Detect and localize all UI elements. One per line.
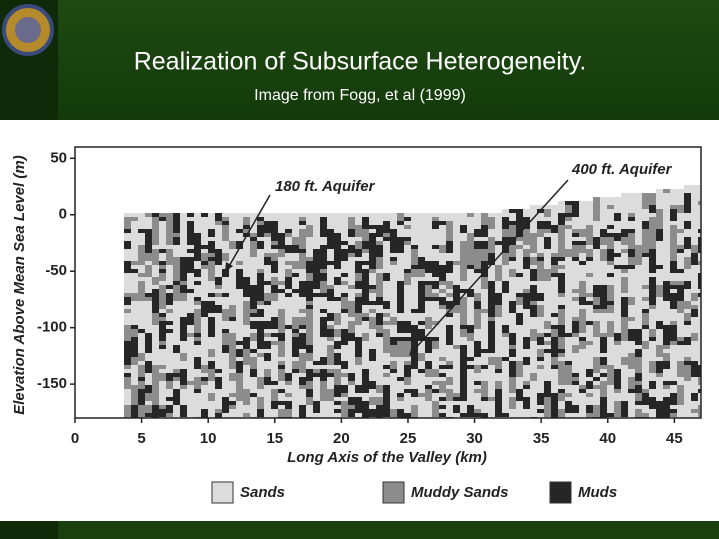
- y-tick-label: -150: [37, 375, 67, 392]
- slide-subtitle: Image from Fogg, et al (1999): [254, 87, 466, 104]
- y-tick-label: 50: [50, 149, 67, 166]
- footer-strip: [0, 521, 58, 539]
- y-axis-label: Elevation Above Mean Sea Level (m): [11, 155, 28, 415]
- x-tick-label: 45: [666, 430, 683, 447]
- y-tick-label: -100: [37, 319, 67, 336]
- x-tick-label: 20: [333, 430, 350, 447]
- annotation: 400 ft. Aquifer: [571, 161, 673, 178]
- x-axis-label: Long Axis of the Valley (km): [287, 449, 487, 466]
- footer-band: [0, 521, 719, 539]
- x-tick-label: 25: [400, 430, 417, 447]
- logo-center: [15, 17, 41, 43]
- annotation: 180 ft. Aquifer: [275, 178, 376, 195]
- y-tick-label: 0: [59, 206, 67, 223]
- x-tick-label: 15: [266, 430, 283, 447]
- legend-label: Muddy Sands: [411, 484, 509, 501]
- x-tick-label: 0: [71, 430, 79, 447]
- x-tick-label: 40: [599, 430, 616, 447]
- y-tick-label: -50: [45, 262, 67, 279]
- legend-swatch: [383, 482, 404, 503]
- legend-swatch: [550, 482, 571, 503]
- legend-label: Muds: [578, 484, 617, 501]
- x-tick-label: 10: [200, 430, 217, 447]
- slide-title: Realization of Subsurface Heterogeneity.: [134, 48, 587, 76]
- raster: [124, 185, 705, 421]
- x-tick-label: 30: [466, 430, 483, 447]
- x-tick-label: 5: [137, 430, 145, 447]
- legend-label: Sands: [240, 484, 285, 501]
- legend-swatch: [212, 482, 233, 503]
- x-tick-label: 35: [533, 430, 550, 447]
